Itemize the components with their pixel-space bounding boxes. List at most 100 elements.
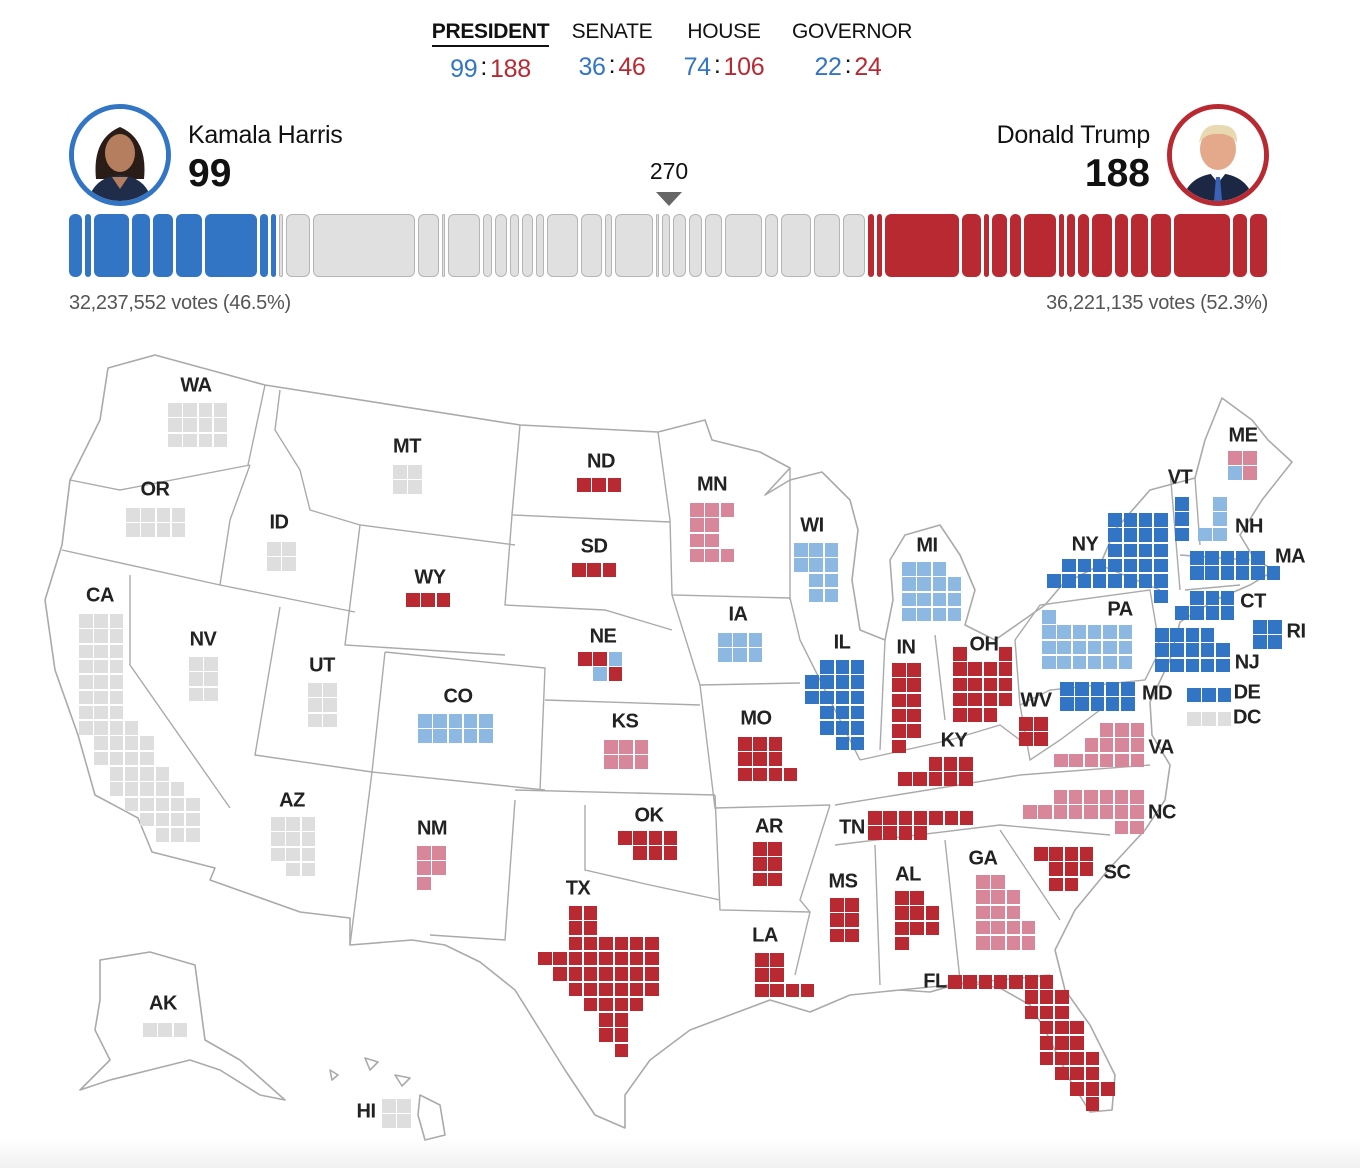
state-tile-id[interactable] bbox=[282, 557, 296, 571]
state-tile-mn[interactable] bbox=[720, 548, 735, 563]
state-tile-ca[interactable] bbox=[94, 675, 108, 689]
state-tile-ia[interactable] bbox=[733, 633, 747, 647]
state-tile-ca[interactable] bbox=[124, 751, 139, 766]
state-tile-mi[interactable] bbox=[932, 592, 947, 607]
state-tile-ok[interactable] bbox=[618, 831, 632, 845]
state-tile-oh[interactable] bbox=[983, 692, 998, 707]
state-tile-az[interactable] bbox=[271, 832, 285, 846]
state-tile-ga[interactable] bbox=[1021, 936, 1036, 950]
state-tile-ok[interactable] bbox=[648, 846, 663, 860]
state-tile-ca[interactable] bbox=[94, 751, 108, 766]
state-tile-az[interactable] bbox=[271, 847, 285, 862]
state-tile-ca[interactable] bbox=[124, 782, 139, 796]
state-tile-pa[interactable] bbox=[1042, 625, 1056, 639]
state-tile-co[interactable] bbox=[448, 714, 463, 728]
state-tile-tn[interactable] bbox=[929, 811, 943, 825]
state-tile-ca[interactable] bbox=[140, 751, 154, 766]
state-tile-pa[interactable] bbox=[1103, 640, 1117, 655]
state-tile-ca[interactable] bbox=[124, 736, 139, 750]
state-tile-pa[interactable] bbox=[1042, 655, 1056, 670]
state-tile-pa[interactable] bbox=[1087, 655, 1102, 670]
state-tile-ct[interactable] bbox=[1205, 606, 1220, 620]
state-tile-ny[interactable] bbox=[1108, 558, 1122, 573]
state-tile-mi[interactable] bbox=[917, 607, 931, 622]
state-tile-ut[interactable] bbox=[308, 698, 322, 712]
state-tile-tx[interactable] bbox=[538, 951, 552, 966]
state-tile-fl[interactable] bbox=[1085, 1097, 1100, 1111]
state-tile-md[interactable] bbox=[1090, 697, 1105, 711]
state-tile-ca[interactable] bbox=[109, 782, 124, 796]
state-tile-pa[interactable] bbox=[1087, 640, 1102, 655]
state-tile-in[interactable] bbox=[892, 708, 906, 723]
state-tile-ca[interactable] bbox=[155, 782, 169, 796]
state-tile-wa[interactable] bbox=[198, 418, 213, 432]
state-tile-co[interactable] bbox=[479, 729, 493, 743]
state-tile-ny[interactable] bbox=[1108, 513, 1122, 527]
state-tile-mi[interactable] bbox=[947, 577, 962, 591]
state-tile-co[interactable] bbox=[433, 714, 447, 728]
state-tile-nm[interactable] bbox=[432, 861, 446, 875]
state-tile-il[interactable] bbox=[835, 721, 850, 735]
state-tile-tx[interactable] bbox=[645, 982, 659, 996]
state-tile-ut[interactable] bbox=[323, 698, 337, 712]
state-tile-ca[interactable] bbox=[109, 751, 124, 766]
state-tile-wi[interactable] bbox=[809, 543, 823, 557]
state-tile-tn[interactable] bbox=[868, 826, 882, 840]
state-tile-pa[interactable] bbox=[1072, 625, 1087, 639]
state-tile-fl[interactable] bbox=[1070, 1020, 1084, 1035]
state-tile-fl[interactable] bbox=[1070, 1066, 1084, 1081]
state-tile-oh[interactable] bbox=[998, 647, 1013, 661]
state-tile-wa[interactable] bbox=[168, 418, 182, 432]
state-tile-me[interactable] bbox=[1243, 451, 1257, 465]
state-tile-ca[interactable] bbox=[109, 675, 124, 689]
state-tile-az[interactable] bbox=[301, 862, 316, 877]
state-tile-nj[interactable] bbox=[1155, 658, 1169, 673]
state-tile-ca[interactable] bbox=[109, 767, 124, 781]
state-tile-md[interactable] bbox=[1105, 682, 1120, 696]
state-tile-ca[interactable] bbox=[155, 767, 169, 781]
state-tile-tx[interactable] bbox=[568, 921, 583, 935]
state-tile-nj[interactable] bbox=[1185, 658, 1200, 673]
state-tile-wi[interactable] bbox=[794, 543, 808, 557]
state-tile-mn[interactable] bbox=[705, 518, 719, 532]
state-tile-va[interactable] bbox=[1084, 738, 1099, 752]
state-tile-ar[interactable] bbox=[753, 857, 767, 871]
state-tile-al[interactable] bbox=[895, 891, 909, 905]
state-tile-pa[interactable] bbox=[1072, 655, 1087, 670]
state-tile-mo[interactable] bbox=[768, 737, 783, 751]
state-tile-ca[interactable] bbox=[94, 614, 108, 628]
state-tile-ia[interactable] bbox=[718, 648, 732, 662]
state-tile-oh[interactable] bbox=[968, 692, 982, 707]
state-tile-ga[interactable] bbox=[976, 905, 990, 920]
state-tile-ma[interactable] bbox=[1235, 551, 1250, 565]
state-tile-mt[interactable] bbox=[393, 480, 407, 494]
state-tile-wv[interactable] bbox=[1034, 732, 1048, 746]
state-tile-ks[interactable] bbox=[619, 755, 633, 769]
state-tile-tx[interactable] bbox=[629, 951, 644, 966]
state-tile-ca[interactable] bbox=[79, 721, 93, 735]
state-tile-tx[interactable] bbox=[629, 982, 644, 996]
state-tile-md[interactable] bbox=[1060, 697, 1074, 711]
state-tile-ga[interactable] bbox=[1006, 890, 1021, 904]
state-tile-al[interactable] bbox=[910, 921, 924, 936]
state-tile-il[interactable] bbox=[820, 721, 834, 735]
state-tile-tx[interactable] bbox=[614, 1043, 628, 1058]
state-tile-ms[interactable] bbox=[845, 928, 859, 943]
state-tile-mo[interactable] bbox=[783, 767, 798, 782]
state-tile-tx[interactable] bbox=[599, 967, 613, 981]
state-tile-ca[interactable] bbox=[79, 675, 93, 689]
state-tile-nd[interactable] bbox=[607, 478, 622, 492]
state-tile-ct[interactable] bbox=[1175, 606, 1189, 620]
state-tile-pa[interactable] bbox=[1057, 655, 1071, 670]
state-tile-ms[interactable] bbox=[830, 913, 844, 927]
state-tile-ny[interactable] bbox=[1123, 513, 1137, 527]
state-tile-in[interactable] bbox=[907, 663, 921, 677]
state-tile-fl[interactable] bbox=[1070, 1082, 1084, 1096]
state-tile-ny[interactable] bbox=[1138, 543, 1153, 558]
state-tile-mt[interactable] bbox=[393, 465, 407, 479]
state-tile-il[interactable] bbox=[805, 675, 819, 689]
state-tile-fl[interactable] bbox=[948, 975, 962, 989]
state-tile-or[interactable] bbox=[126, 508, 140, 522]
state-tile-tx[interactable] bbox=[568, 967, 583, 981]
state-tile-il[interactable] bbox=[820, 675, 834, 689]
